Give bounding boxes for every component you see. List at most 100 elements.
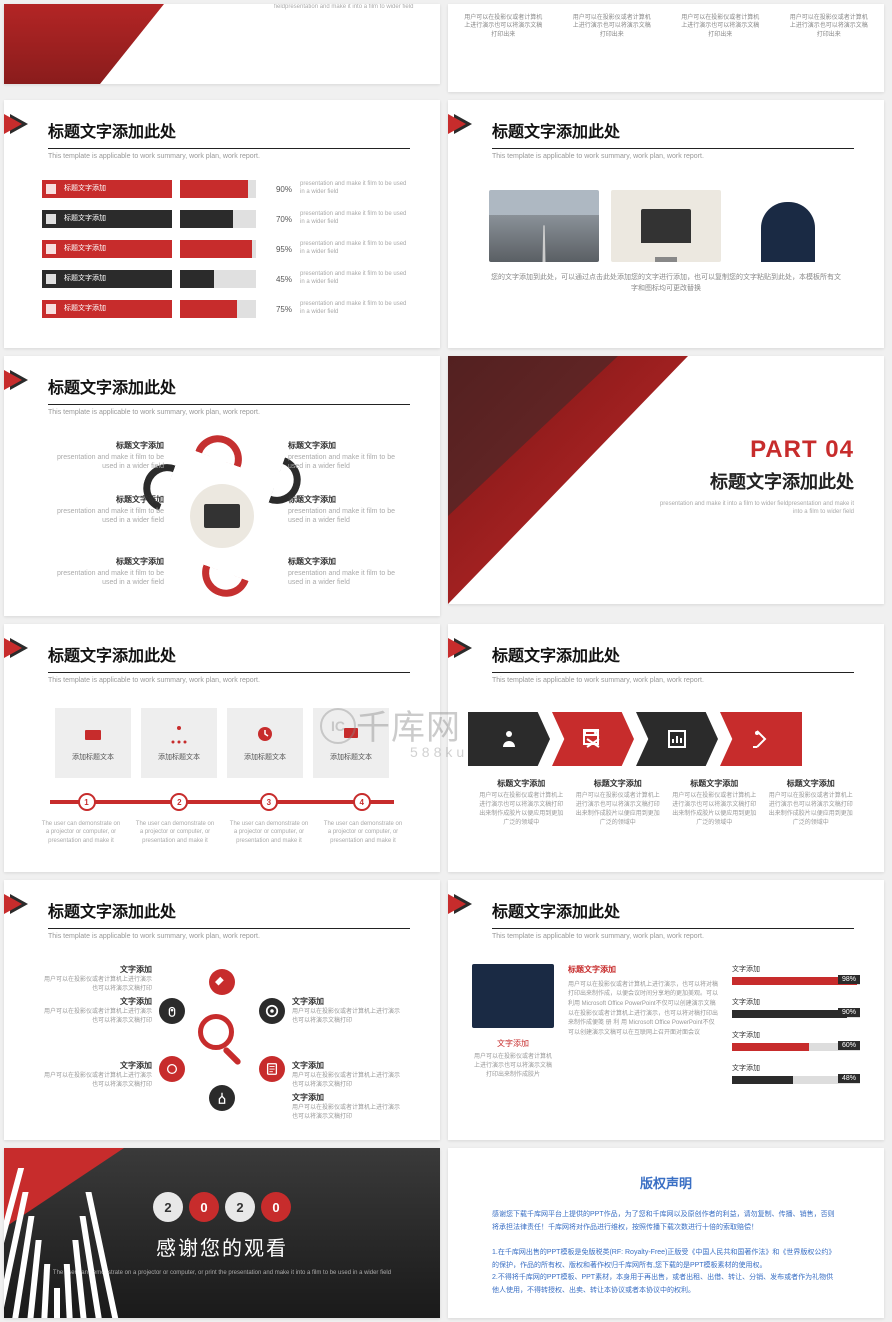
- bar-row: 标题文字添加 45% presentation and make it film…: [42, 270, 410, 288]
- info-box: 添加标题文本: [55, 708, 131, 778]
- wheel-icon: [265, 1062, 279, 1076]
- slide-bars: 标题文字添加此处 This template is applicable to …: [4, 100, 440, 348]
- box-label: 添加标题文本: [72, 752, 114, 762]
- bar-label: 标题文字添加: [42, 300, 172, 318]
- minibar-label: 文字添加: [732, 1063, 860, 1073]
- image-road: [489, 190, 599, 262]
- bar-row: 标题文字添加 90% presentation and make it film…: [42, 180, 410, 198]
- slide-subtitle: This template is applicable to work summ…: [492, 153, 884, 160]
- info-box: 添加标题文本: [141, 708, 217, 778]
- circle-label: 标题文字添加presentation and make it film to b…: [288, 440, 398, 471]
- slide-boxes: 标题文字添加此处 This template is applicable to …: [4, 624, 440, 872]
- timeline-step: 3: [260, 793, 278, 811]
- detail-minibars: 文字添加 98% 文字添加 90% 文字添加 60% 文字添加 48%: [732, 964, 860, 1096]
- wheel-icon: [165, 1004, 179, 1018]
- bar-track: [180, 180, 256, 198]
- year-ball: 0: [189, 1192, 219, 1222]
- slide-title: 标题文字添加此处: [492, 898, 854, 929]
- top-card: 用户可以在投影仪或者计算机上进行演示也可以将演示文稿打印出来: [565, 8, 660, 88]
- slide-subtitle: This template is applicable to work summ…: [492, 933, 884, 940]
- copyright-p3: 2.不得将千库网的PPT模板、PPT素材，本身用于再出售，或者出租、出借、转让、…: [492, 1272, 840, 1297]
- wheel-label: 文字添加用户可以在投影仪或者计算机上进行演示也可以将演示文稿打印: [42, 996, 152, 1025]
- detail-caption-body: 用户可以在投影仪或者计算机上进行演示也可以将演示文稿打印出来制作成胶片: [472, 1053, 554, 1080]
- wheel-icon: [265, 1004, 279, 1018]
- slide-title: 标题文字添加此处: [48, 374, 410, 405]
- wheel-dot: [159, 998, 185, 1024]
- bar-desc: presentation and make it film to be used…: [300, 181, 410, 197]
- info-box: 添加标题文本: [227, 708, 303, 778]
- wheel-dot: [259, 1056, 285, 1082]
- slide-title: 标题文字添加此处: [48, 642, 410, 673]
- part-label: PART 04: [654, 436, 854, 464]
- circle-center-image: [190, 484, 254, 548]
- slide-subtitle: This template is applicable to work summ…: [48, 677, 440, 684]
- box-label: 添加标题文本: [158, 752, 200, 762]
- wheel-label: 文字添加用户可以在投影仪或者计算机上进行演示也可以将演示文稿打印: [42, 1060, 152, 1089]
- wheel-icon: [215, 1091, 229, 1105]
- year-ball: 2: [153, 1192, 183, 1222]
- part-subtitle: presentation and make it into a film to …: [654, 500, 854, 517]
- arrow-step: [720, 712, 802, 766]
- bar-desc: presentation and make it film to be used…: [300, 271, 410, 287]
- box-label: 添加标题文本: [330, 752, 372, 762]
- slide-subtitle: This template is applicable to work summ…: [48, 409, 440, 416]
- slide-title: 标题文字添加此处: [48, 118, 410, 149]
- bar-track: [180, 240, 256, 258]
- info-box: 添加标题文本: [313, 708, 389, 778]
- bar-row: 标题文字添加 75% presentation and make it film…: [42, 300, 410, 318]
- top-note: fieldpresentation and make it into a fil…: [274, 4, 413, 10]
- circle-label: 标题文字添加presentation and make it film to b…: [288, 494, 398, 525]
- year-ball: 2: [225, 1192, 255, 1222]
- slide-title: 标题文字添加此处: [492, 118, 854, 149]
- slide-detail: 标题文字添加此处 This template is applicable to …: [448, 880, 884, 1140]
- bar-desc: presentation and make it film to be used…: [300, 211, 410, 227]
- part-title: 标题文字添加此处: [654, 468, 854, 494]
- slide-subtitle: This template is applicable to work summ…: [492, 677, 884, 684]
- circle-label: 标题文字添加presentation and make it film to b…: [54, 556, 164, 587]
- circle-label: 标题文字添加presentation and make it film to b…: [54, 494, 164, 525]
- circle-label: 标题文字添加presentation and make it film to b…: [54, 440, 164, 471]
- minibar-label: 文字添加: [732, 964, 860, 974]
- arrow-icon: [497, 727, 521, 751]
- minibar: 文字添加 98%: [732, 964, 860, 985]
- image-person: [733, 190, 843, 262]
- slide-subtitle: This template is applicable to work summ…: [48, 153, 440, 160]
- minibar-label: 文字添加: [732, 1030, 860, 1040]
- bar-label: 标题文字添加: [42, 240, 172, 258]
- timeline-text: The user can demonstrate on a projector …: [41, 820, 121, 845]
- wheel-icon: [165, 1062, 179, 1076]
- timeline-text: The user can demonstrate on a projector …: [135, 820, 215, 845]
- arrow-icon: [749, 727, 773, 751]
- arrow-text: 标题文字添加用户可以在投影仪或者计算机上进行演示也可以将演示文稿打印出来制作成胶…: [478, 778, 565, 828]
- bar-label: 标题文字添加: [42, 210, 172, 228]
- bar-pct: 70%: [264, 215, 292, 224]
- bar-track: [180, 270, 256, 288]
- wheel-label: 文字添加用户可以在投影仪或者计算机上进行演示也可以将演示文稿打印: [292, 1092, 402, 1121]
- box-label: 添加标题文本: [244, 752, 286, 762]
- slide-arrows: 标题文字添加此处 This template is applicable to …: [448, 624, 884, 872]
- bar-row: 标题文字添加 95% presentation and make it film…: [42, 240, 410, 258]
- wheel-dot: [259, 998, 285, 1024]
- arrow-text: 标题文字添加用户可以在投影仪或者计算机上进行演示也可以将演示文稿打印出来制作成胶…: [671, 778, 758, 828]
- timeline-text: The user can demonstrate on a projector …: [323, 820, 403, 845]
- bar-track: [180, 210, 256, 228]
- circle-label: 标题文字添加presentation and make it film to b…: [288, 556, 398, 587]
- arrow-icon: [665, 727, 689, 751]
- top-card: 用户可以在投影仪或者计算机上进行演示也可以将演示文稿打印出来: [673, 8, 768, 88]
- slide-top-left: fieldpresentation and make it into a fil…: [4, 4, 440, 84]
- bar-label: 标题文字添加: [42, 180, 172, 198]
- minibar: 文字添加 60%: [732, 1030, 860, 1051]
- slide-part04: PART 04 标题文字添加此处 presentation and make i…: [448, 356, 884, 604]
- copyright-title: 版权声明: [492, 1172, 840, 1195]
- minibar: 文字添加 48%: [732, 1063, 860, 1084]
- timeline-step: 2: [170, 793, 188, 811]
- slide-top-right: 用户可以在投影仪或者计算机上进行演示也可以将演示文稿打印出来 用户可以在投影仪或…: [448, 4, 884, 92]
- slide-thanks: 2020 感谢您的观看 The user can demonstrate on …: [4, 1148, 440, 1318]
- bar-pct: 45%: [264, 275, 292, 284]
- bar-desc: presentation and make it film to be used…: [300, 301, 410, 317]
- wheel-center-icon: [196, 1014, 248, 1066]
- slide-copyright: 版权声明 感谢您下载千库网平台上提供的PPT作品，为了您和千库网以及原创作者的利…: [448, 1148, 884, 1318]
- minibar: 文字添加 90%: [732, 997, 860, 1018]
- bar-row: 标题文字添加 70% presentation and make it film…: [42, 210, 410, 228]
- bar-pct: 95%: [264, 245, 292, 254]
